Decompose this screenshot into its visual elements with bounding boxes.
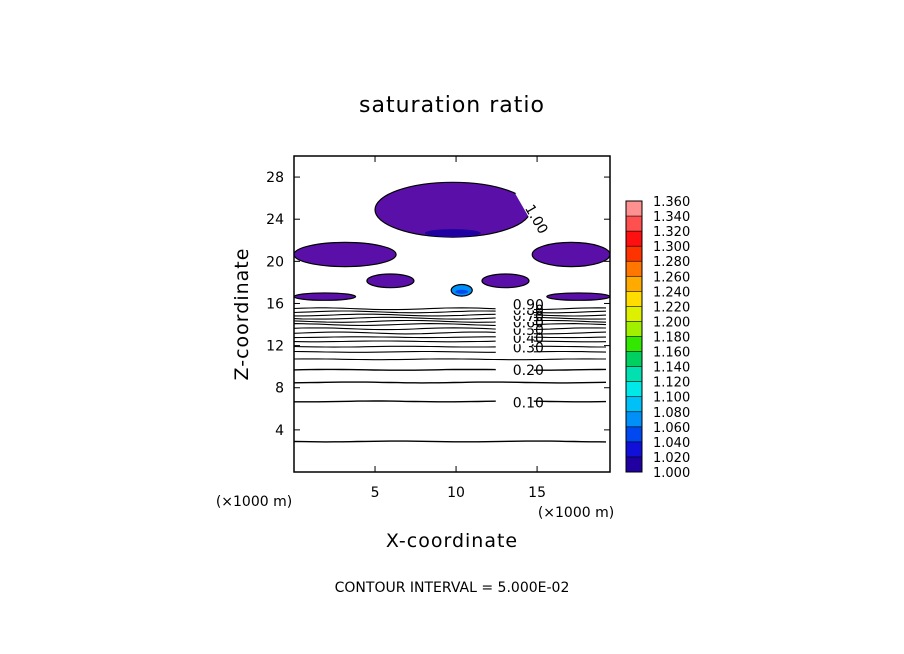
colorbar-swatch (626, 261, 642, 277)
colorbar-label: 1.300 (653, 240, 690, 255)
contour-line (294, 345, 606, 348)
colorbar-label: 1.020 (653, 451, 690, 466)
contour-label-bg (515, 186, 547, 227)
colorbar-swatch (626, 216, 642, 232)
contour-line (294, 331, 607, 335)
contour-label: 0.90 (513, 298, 544, 314)
x-tick-label: 10 (447, 485, 465, 501)
contour-line (294, 440, 607, 443)
contour-line (294, 358, 606, 361)
y-tick-label: 4 (275, 423, 284, 439)
region-mid-right-cell (481, 273, 530, 289)
y-tick-label: 20 (266, 254, 284, 270)
region-low-left-band (294, 292, 357, 301)
colorbar-label: 1.040 (653, 436, 690, 451)
region-low-right-band (546, 292, 610, 301)
y-tick-label: 28 (266, 170, 284, 186)
colorbar-swatch (626, 381, 642, 398)
colorbar-label: 1.220 (653, 300, 690, 315)
region-upper-anvil (374, 181, 532, 238)
x-axis-left-unit: (×1000 m) (216, 494, 292, 510)
contour-label: 0.20 (513, 363, 544, 379)
contour-line (294, 350, 607, 353)
colorbar-swatch (626, 291, 642, 307)
colorbar-swatch (626, 201, 642, 217)
colorbar-swatch (626, 441, 642, 458)
x-axis-right-unit: (×1000 m) (538, 505, 614, 521)
colorbar-label: 1.120 (653, 376, 690, 391)
colorbar-swatch (626, 246, 642, 262)
colorbar-label: 1.280 (653, 255, 690, 270)
colorbar-swatch (626, 456, 642, 473)
contour-line (294, 316, 607, 320)
plot-area: 0.100.200.300.400.500.600.700.800.901.00 (294, 156, 610, 472)
colorbar-swatch (626, 426, 642, 443)
colorbar-swatch (626, 351, 642, 368)
colorbar-swatch (626, 321, 642, 337)
x-axis-title: X-coordinate (386, 530, 518, 552)
region-left-layer (294, 241, 397, 268)
colorbar: 1.3601.3401.3201.3001.2801.2601.2401.220… (625, 195, 690, 481)
contour-label: 0.10 (513, 395, 544, 411)
contour-line (294, 327, 607, 331)
contour-line (294, 313, 607, 317)
colorbar-label: 1.000 (653, 466, 690, 481)
y-axis-ticks: 4 8 12 16 20 24 28 (266, 170, 610, 439)
colorbar-label: 1.320 (653, 225, 690, 240)
colorbar-label: 1.240 (653, 285, 690, 300)
contour-label-bg (495, 394, 534, 409)
y-tick-label: 24 (266, 212, 284, 228)
colorbar-label: 1.180 (653, 331, 690, 346)
region-core-cell-core (455, 289, 469, 294)
contour-line (294, 336, 607, 339)
colorbar-label: 1.080 (653, 406, 690, 421)
contour-interval-text: CONTOUR INTERVAL = 5.000E-02 (335, 580, 570, 596)
colorbar-swatch (626, 366, 642, 383)
contour-line (294, 319, 607, 323)
region-mid-left-cell (366, 273, 415, 289)
chart-title: saturation ratio (359, 93, 545, 118)
region-right-layer (531, 241, 610, 268)
y-tick-label: 12 (266, 339, 284, 355)
colorbar-swatch (626, 336, 642, 353)
contour-label: 0.30 (513, 341, 544, 357)
colorbar-swatch (626, 411, 642, 428)
colorbar-swatch (626, 396, 642, 413)
colorbar-swatch (626, 306, 642, 322)
contour-line (294, 400, 607, 403)
colorbar-label: 1.200 (653, 315, 690, 330)
contour-line (294, 323, 607, 326)
y-tick-label: 16 (266, 296, 284, 312)
contour-labels: 0.100.200.300.400.500.600.700.800.901.00 (495, 186, 551, 411)
contour-line (294, 381, 607, 384)
colorbar-swatch (626, 231, 642, 247)
colorbar-label: 1.140 (653, 361, 690, 376)
contour-label-bg (495, 296, 534, 311)
x-axis-ticks: 5 10 15 (371, 156, 546, 501)
x-tick-label: 15 (528, 485, 546, 501)
contour-lines (294, 307, 607, 443)
contour-line (294, 307, 607, 311)
colorbar-label: 1.360 (653, 195, 690, 210)
region-upper-anvil-base (424, 229, 481, 238)
contour-line (294, 340, 607, 343)
contour-line (294, 368, 607, 371)
colorbar-label: 1.100 (653, 391, 690, 406)
colorbar-label: 1.060 (653, 421, 690, 436)
contour-line (294, 310, 607, 314)
x-tick-label: 5 (371, 485, 380, 501)
colorbar-swatch (626, 276, 642, 292)
colorbar-label: 1.160 (653, 346, 690, 361)
y-tick-label: 8 (275, 381, 284, 397)
y-axis-title: Z-coordinate (231, 248, 253, 381)
colorbar-label: 1.340 (653, 210, 690, 225)
plot-frame (293, 155, 611, 473)
contour-label-bg (495, 361, 534, 376)
colorbar-label: 1.260 (653, 270, 690, 285)
